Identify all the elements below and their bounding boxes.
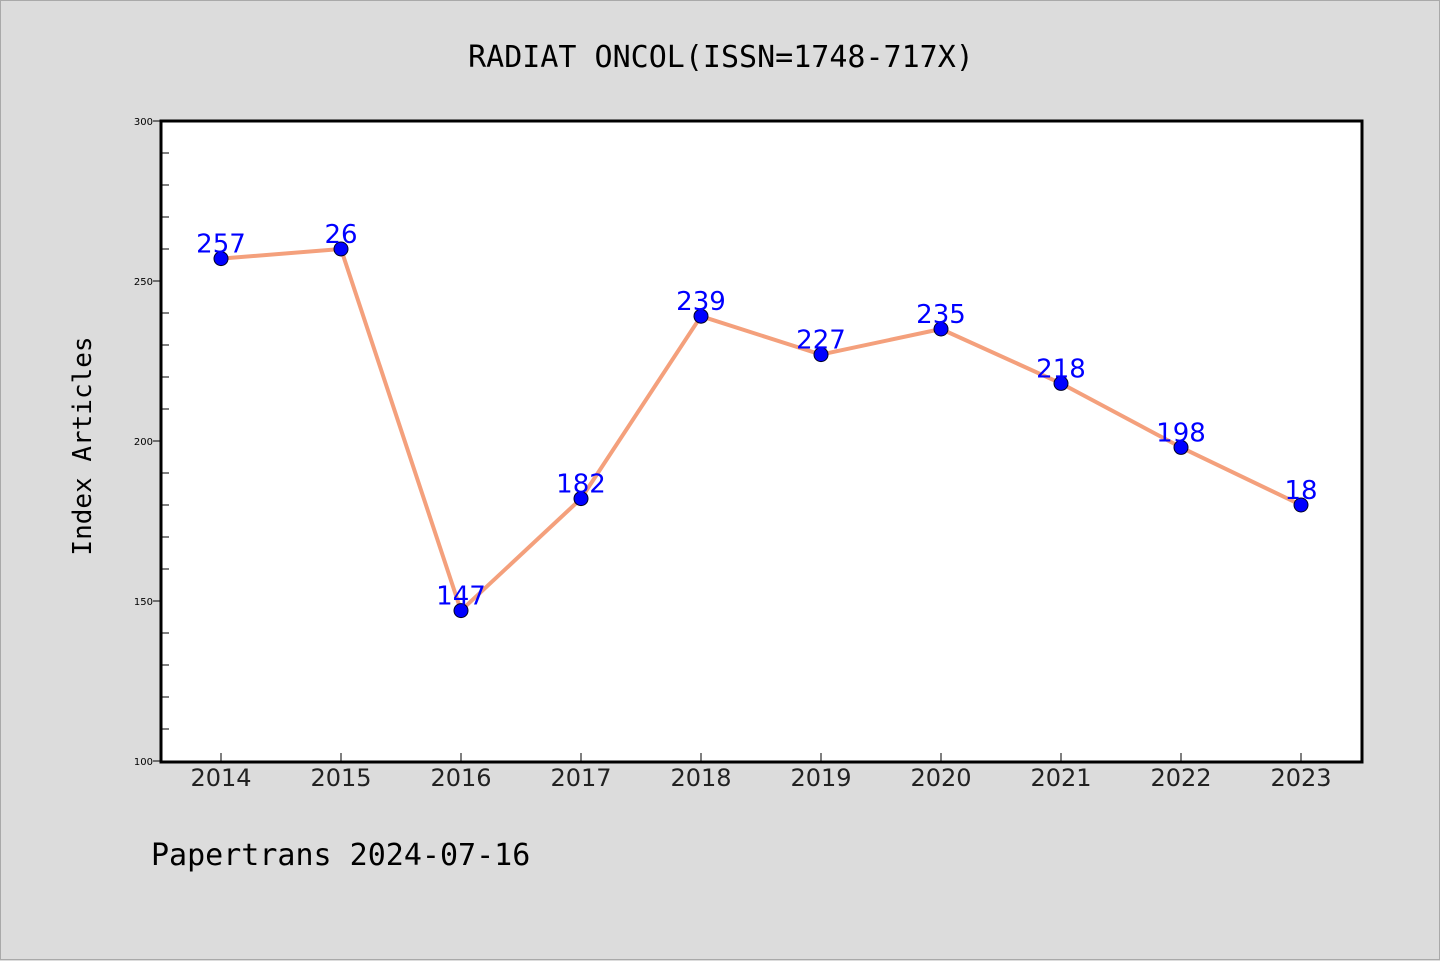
y-tick-label: 200 xyxy=(134,437,153,448)
x-tick-label: 2022 xyxy=(1150,764,1211,792)
data-label: 26 xyxy=(324,220,357,250)
footer-credit: Papertrans 2024-07-16 xyxy=(151,838,530,873)
data-label: 147 xyxy=(436,582,486,612)
data-point-marker xyxy=(213,251,229,267)
data-label: 218 xyxy=(1036,354,1086,384)
y-tick-label: 100 xyxy=(134,757,153,768)
data-point-marker xyxy=(933,321,949,337)
data-point-marker xyxy=(1053,375,1069,391)
data-point-marker xyxy=(1293,497,1309,513)
x-tick-label: 2019 xyxy=(790,764,851,792)
data-point-marker xyxy=(453,603,469,619)
y-tick-label: 150 xyxy=(134,597,153,608)
y-tick-label: 250 xyxy=(134,277,153,288)
data-label: 227 xyxy=(796,326,846,356)
data-label: 235 xyxy=(916,300,966,330)
x-tick-label: 2015 xyxy=(310,764,371,792)
y-tick-label: 300 xyxy=(134,117,153,128)
series-line xyxy=(219,247,1303,613)
marker-layer xyxy=(213,241,1309,619)
y-axis: 100 150 200 250 300 xyxy=(134,117,169,768)
data-label: 239 xyxy=(676,287,726,317)
chart-title: RADIAT ONCOL(ISSN=1748-717X) xyxy=(468,40,974,75)
data-point-marker xyxy=(573,491,589,507)
x-tick-label: 2016 xyxy=(430,764,491,792)
data-point-marker xyxy=(813,347,829,363)
series-line-layer xyxy=(219,247,1303,613)
plot-area xyxy=(159,119,1364,764)
data-point-marker xyxy=(693,308,709,324)
data-point-marker xyxy=(1173,439,1189,455)
x-tick-label: 2021 xyxy=(1030,764,1091,792)
data-label: 198 xyxy=(1156,418,1206,448)
x-tick-label: 2017 xyxy=(550,764,611,792)
y-axis-label: Index Articles xyxy=(68,336,98,555)
data-label: 18 xyxy=(1284,476,1317,506)
data-label: 182 xyxy=(556,470,606,500)
data-point-marker xyxy=(333,241,349,257)
x-tick-label: 2014 xyxy=(190,764,251,792)
x-axis: 2014 2015 2016 2017 2018 2019 2020 2021 2022 2023 xyxy=(190,753,1332,792)
x-tick-label: 2018 xyxy=(670,764,731,792)
data-label: 257 xyxy=(196,230,246,260)
x-tick-label: 2023 xyxy=(1270,764,1331,792)
data-label-layer: 257 26 147 182 239 227 235 218 198 18 xyxy=(196,220,1317,612)
x-tick-label: 2020 xyxy=(910,764,971,792)
